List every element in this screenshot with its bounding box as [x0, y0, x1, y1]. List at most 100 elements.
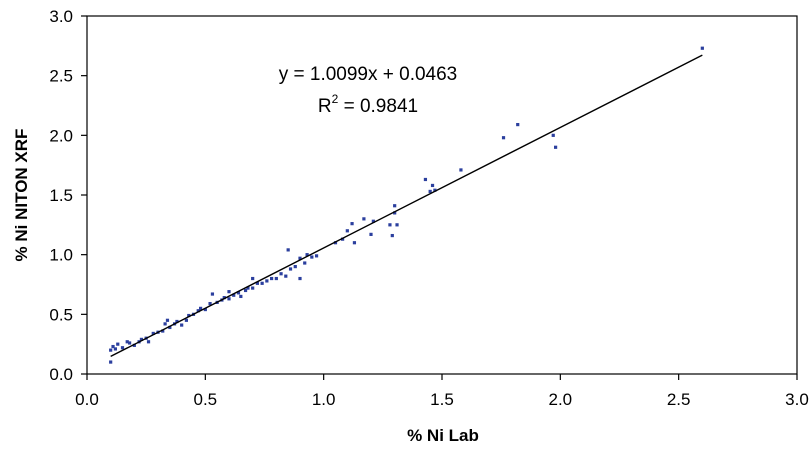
data-point	[168, 325, 172, 330]
data-point	[109, 348, 113, 352]
data-point	[203, 307, 207, 312]
data-point	[128, 341, 132, 345]
data-point	[270, 276, 274, 281]
data-point	[232, 293, 236, 297]
data-point	[362, 217, 366, 221]
data-point	[210, 292, 215, 296]
data-point	[459, 168, 463, 172]
data-point	[314, 254, 319, 258]
data-point	[293, 265, 297, 269]
data-point	[251, 276, 255, 281]
data-point	[428, 189, 432, 194]
data-point	[423, 177, 428, 182]
data-point	[113, 347, 117, 351]
x-tick-label: 2.5	[667, 390, 691, 409]
data-point	[433, 188, 437, 192]
y-tick-label: 3.0	[49, 7, 73, 26]
data-point	[341, 237, 345, 241]
y-tick-label: 0.5	[49, 305, 73, 324]
data-point	[284, 274, 288, 278]
data-point	[227, 290, 231, 294]
y-tick-label: 2.5	[49, 67, 73, 86]
x-tick-label: 1.5	[430, 390, 454, 409]
data-point	[146, 340, 151, 344]
data-point	[161, 329, 165, 333]
trendline-group	[110, 54, 703, 358]
data-point	[516, 122, 520, 127]
data-point	[265, 279, 269, 283]
data-point	[303, 261, 307, 265]
x-axis-title: % Ni Lab	[407, 426, 479, 444]
data-point	[109, 360, 113, 364]
data-point	[260, 281, 264, 285]
data-point	[222, 296, 226, 300]
data-point	[239, 294, 243, 299]
data-point	[371, 219, 375, 223]
y-axis-title: % Ni NITON XRF	[12, 129, 31, 262]
data-point	[395, 223, 399, 227]
r-squared-exponent: 2	[332, 92, 339, 106]
data-point	[184, 318, 188, 322]
data-point	[175, 319, 179, 324]
data-point	[139, 337, 144, 341]
y-tick-label: 1.5	[49, 186, 73, 205]
x-tick-label: 0.0	[75, 390, 99, 409]
data-point	[125, 340, 129, 344]
data-point	[180, 323, 184, 327]
data-point	[288, 267, 293, 271]
data-point	[196, 309, 200, 313]
data-point	[116, 342, 120, 346]
data-point	[236, 291, 241, 295]
data-point	[251, 286, 255, 290]
data-point	[132, 343, 136, 347]
x-tick-label: 3.0	[785, 390, 809, 409]
data-point	[279, 272, 283, 276]
data-point	[243, 288, 248, 293]
data-point	[165, 318, 170, 322]
y-tick-label: 2.0	[49, 126, 73, 145]
data-point	[369, 232, 373, 236]
y-tick-label: 1.0	[49, 246, 73, 265]
data-point	[298, 276, 302, 281]
data-point	[333, 241, 338, 245]
trendline	[110, 54, 703, 358]
data-point	[350, 222, 354, 226]
data-point	[393, 204, 397, 208]
r-squared-label: R2 = 0.9841	[318, 92, 418, 117]
r-squared-symbol: R	[318, 96, 332, 117]
data-point	[352, 241, 357, 245]
data-point	[227, 297, 231, 301]
x-tick-label: 1.0	[312, 390, 336, 409]
data-point	[151, 331, 155, 336]
data-point	[305, 253, 309, 257]
y-tick-label: 0.0	[49, 365, 73, 384]
data-point	[310, 255, 314, 259]
trendline-equation: y = 1.0099x + 0.0463	[279, 64, 458, 85]
data-point	[393, 211, 397, 215]
data-point	[390, 233, 394, 238]
data-point	[111, 344, 115, 349]
data-point	[430, 183, 435, 188]
data-point	[120, 346, 125, 350]
data-point	[554, 145, 558, 149]
data-point	[187, 313, 191, 318]
data-point	[199, 306, 203, 310]
data-point	[700, 46, 704, 50]
data-point	[551, 133, 555, 137]
data-point	[163, 322, 167, 326]
labels: % Ni Lab % Ni NITON XRF y = 1.0099x + 0.…	[12, 64, 479, 445]
ticks: 0.0 0.5 1.0 1.5 2.0 2.5 3.0 0.0 0.5 1.0 1.5 2.0 2.5 3…	[49, 7, 808, 409]
x-tick-label: 0.5	[194, 390, 218, 409]
data-point	[388, 223, 392, 227]
data-point	[345, 229, 349, 233]
data-point	[208, 301, 212, 306]
data-point	[274, 276, 278, 281]
r-squared-value: = 0.9841	[338, 96, 418, 117]
x-tick-label: 2.0	[549, 390, 573, 409]
data-point	[246, 286, 250, 290]
data-point	[286, 248, 290, 252]
data-point	[255, 281, 259, 285]
data-point	[298, 256, 302, 260]
